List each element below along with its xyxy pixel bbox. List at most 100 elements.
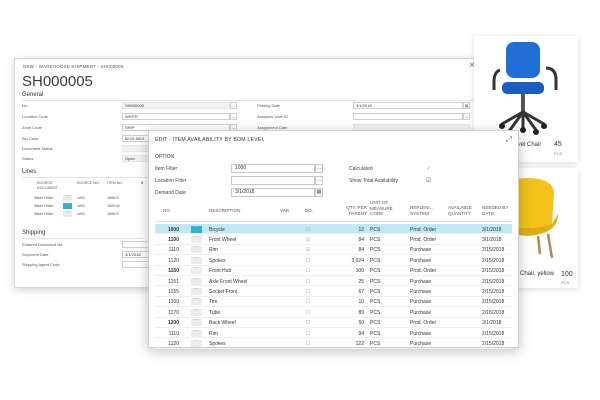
- item-no[interactable]: 1150: [168, 268, 179, 275]
- field-no: No. SH000005 …: [22, 102, 237, 109]
- item-no[interactable]: 1151: [168, 278, 179, 285]
- row-actions-button[interactable]: ⋯: [63, 210, 72, 217]
- column-available-qty[interactable]: AVAILABLE QUANTITY: [448, 205, 473, 216]
- replenishment-system: Purchase: [410, 247, 432, 254]
- table-row[interactable]: 1000 ⋯ Bicycle ☐ 12 PCS Prod. Order 3/1/2018: [155, 224, 512, 235]
- row-actions-button[interactable]: ⋯: [191, 318, 202, 327]
- table-row[interactable]: 1200 ⋯ Back Wheel ☐ 50 PCS Prod. Order 3/1/2018: [155, 318, 512, 328]
- table-row[interactable]: 1110 ⋯ Rim ☐ 94 PCS Purchase 2/15/2018: [155, 328, 512, 339]
- table-row[interactable]: 1160 ⋯ Tire ☐ 10 PCS Purchase 2/15/2018: [155, 297, 512, 308]
- item-no[interactable]: 1170: [168, 309, 179, 316]
- item-no[interactable]: 1110: [168, 247, 179, 254]
- row-actions-button[interactable]: ⋯: [63, 202, 72, 209]
- table-row[interactable]: 1100 ⋯ Front Wheel ☑ 84 PCS Prod. Order 3/1/201…: [155, 234, 512, 245]
- blue-chair-image: [492, 42, 558, 135]
- assigned-user-input[interactable]: [353, 113, 463, 120]
- calendar-icon[interactable]: ▦: [463, 102, 470, 109]
- posting-date-input[interactable]: 3/1/2018: [353, 102, 463, 109]
- table-row[interactable]: 1150 ⋯ Front Hub ☐ 100 PCS Prod. Order 2/15/201…: [155, 266, 512, 276]
- table-row[interactable]: 1155 ⋯ Socket Front ☐ 67 PCS Purchase 2/15/2018: [155, 286, 512, 297]
- item-description: Tire: [209, 299, 218, 306]
- row-actions-button[interactable]: ⋯: [191, 245, 202, 254]
- column-description[interactable]: DESCRIPTION: [209, 208, 241, 213]
- item-no[interactable]: 1100: [168, 236, 179, 243]
- item-no[interactable]: 1120: [168, 340, 179, 347]
- checkbox-icon[interactable]: ☐: [306, 278, 311, 285]
- option-section-label: OPTION: [155, 154, 175, 160]
- calendar-icon[interactable]: ▦: [315, 188, 323, 197]
- table-row[interactable]: Sales Order ⋯ 1001 1896-S: [34, 194, 119, 201]
- location-code-input[interactable]: WHITE: [122, 113, 230, 120]
- table-row[interactable]: 1170 ⋯ Tube ☐ 89 PCS Purchase 2/15/2018: [155, 307, 512, 318]
- replenishment-system: Purchase: [410, 278, 432, 285]
- row-actions-button[interactable]: ⋯: [191, 307, 202, 316]
- qty-per-parent: 50: [358, 320, 364, 327]
- checkbox-icon[interactable]: ☐: [306, 288, 311, 295]
- row-actions-button[interactable]: ⋯: [191, 276, 202, 285]
- row-actions-button[interactable]: ⋯: [191, 266, 202, 275]
- checkbox-icon[interactable]: ☐: [306, 330, 311, 337]
- column-qty-per-parent[interactable]: QTY. PER PARENT: [346, 205, 367, 216]
- row-actions-button[interactable]: ⋯: [191, 255, 202, 264]
- close-icon[interactable]: ×: [469, 60, 475, 71]
- checkbox-icon[interactable]: ☐: [306, 268, 311, 275]
- row-actions-button[interactable]: ⋯: [191, 286, 202, 295]
- column-unit-of-measure[interactable]: UNIT OF MEASURE CODE: [370, 200, 393, 216]
- row-actions-button[interactable]: ⋯: [191, 338, 202, 347]
- chevron-down-icon[interactable]: ⌄: [463, 113, 470, 120]
- checked-checkbox-icon[interactable]: ☑: [306, 247, 311, 254]
- chevron-down-icon[interactable]: ⌄: [230, 113, 237, 120]
- row-actions-button[interactable]: ⋯: [63, 194, 72, 201]
- item-availability-dialog: EDIT - ITEM AVAILABILITY BY BOM LEVEL ⤢ …: [148, 130, 519, 349]
- location-filter-input[interactable]: [231, 176, 315, 185]
- product-unit: PCS: [561, 280, 570, 285]
- column-no[interactable]: NO.: [163, 208, 172, 213]
- lookup-button[interactable]: …: [315, 176, 323, 185]
- table-row[interactable]: 1151 ⋯ Axle Front Wheel ☐ 25 PCS Purchase 2/15/…: [155, 276, 512, 287]
- item-no[interactable]: 1000: [167, 226, 179, 233]
- field-assigned-user: Assigned User ID ⌄: [257, 113, 470, 120]
- table-row[interactable]: Sales Order ⋯ 1001 1906-S: [34, 210, 119, 217]
- checkbox-icon[interactable]: ☐: [306, 257, 311, 264]
- column-variant[interactable]: VAR.: [280, 208, 291, 213]
- show-total-checkbox[interactable]: ☑: [426, 178, 432, 184]
- row-actions-button[interactable]: ⋯: [191, 328, 202, 337]
- checkbox-icon[interactable]: ☐: [306, 340, 311, 347]
- demand-date-input[interactable]: 3/1/2018: [231, 188, 315, 197]
- checked-checkbox-icon[interactable]: ☑: [306, 236, 311, 243]
- item-filter-input[interactable]: 1000: [231, 164, 315, 173]
- expand-icon[interactable]: ⤢: [505, 135, 512, 144]
- table-row[interactable]: Sales Order ⋯ 1001 1925-W: [34, 202, 120, 209]
- checkbox-icon[interactable]: ☐: [306, 226, 311, 233]
- lookup-button[interactable]: …: [230, 102, 237, 109]
- checkbox-icon[interactable]: ☐: [306, 320, 311, 327]
- item-no[interactable]: 1155: [168, 288, 179, 295]
- item-no[interactable]: 1120: [168, 257, 179, 264]
- checkbox-icon[interactable]: ☐: [306, 299, 311, 306]
- item-no[interactable]: 1110: [168, 330, 179, 337]
- lookup-button[interactable]: …: [315, 164, 323, 173]
- row-actions-button[interactable]: ⋯: [191, 297, 202, 306]
- column-replenishment[interactable]: REPLENI... SYSTEM: [410, 205, 434, 216]
- item-description: Rim: [209, 247, 218, 254]
- no-input[interactable]: SH000005: [122, 102, 230, 109]
- item-no[interactable]: 1200: [167, 320, 179, 327]
- table-row[interactable]: 1120 ⋯ Spokes ☐ 3,024 PCS Purchase 2/15/2018: [155, 255, 512, 266]
- column-needed-by-date[interactable]: NEEDED BY DATE: [482, 205, 509, 216]
- replenishment-system: Prod. Order: [410, 226, 437, 233]
- replenishment-system: Prod. Order: [410, 236, 437, 243]
- row-actions-button[interactable]: ⋯: [191, 224, 202, 233]
- table-row[interactable]: 1120 ⋯ Spokes ☐ 122 PCS Purchase 2/15/2018: [155, 338, 512, 349]
- needed-by-date: 2/15/2018: [482, 288, 505, 295]
- field-location-code: Location Code WHITE ⌄: [22, 113, 237, 120]
- row-actions-button[interactable]: ⋯: [191, 234, 202, 243]
- column-bom[interactable]: BO.: [305, 208, 313, 213]
- unit-of-measure: PCS: [370, 268, 381, 275]
- table-row[interactable]: 1110 ⋯ Rim ☑ 84 PCS Purchase 2/15/2018: [155, 245, 512, 256]
- item-no[interactable]: 1160: [168, 299, 179, 306]
- qty-per-parent: 12: [358, 226, 364, 233]
- demand-date-field: Demand Date 3/1/2018 ▦: [155, 188, 323, 197]
- item-description: Bicycle: [209, 226, 225, 233]
- checkbox-icon[interactable]: ☐: [306, 309, 311, 316]
- calculated-checkbox[interactable]: ✓: [426, 166, 432, 172]
